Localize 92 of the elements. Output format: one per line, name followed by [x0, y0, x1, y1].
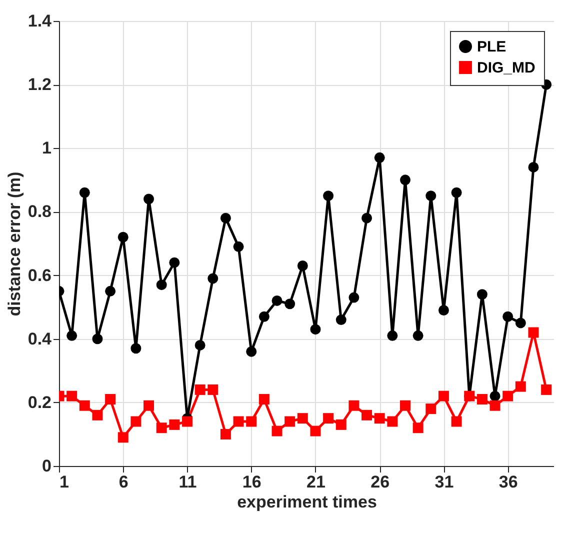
point: [348, 400, 360, 411]
point: [400, 174, 410, 186]
point: [490, 390, 500, 402]
point: [412, 422, 424, 434]
point: [515, 318, 526, 328]
y-tick-label: 1.4: [28, 12, 52, 30]
point: [476, 394, 488, 404]
y-tick-label: 0.4: [28, 329, 52, 348]
point: [272, 295, 282, 306]
y-tick-label: 1.2: [28, 75, 52, 94]
point: [258, 311, 270, 322]
point: [362, 212, 372, 224]
x-tick-label: 16: [242, 472, 262, 492]
point: [272, 426, 282, 436]
point: [336, 314, 346, 326]
point: [130, 416, 142, 427]
point: [105, 286, 116, 296]
point: [233, 416, 244, 427]
point: [310, 324, 321, 335]
point: [156, 422, 167, 434]
x-tick-label: 21: [306, 472, 326, 492]
y-tick-label: 0.6: [28, 266, 52, 285]
point: [515, 381, 526, 392]
point: [194, 340, 206, 350]
point: [297, 413, 308, 424]
point: [220, 428, 231, 440]
legend-label: PLE: [477, 38, 506, 56]
x-tick-label: 36: [498, 472, 518, 492]
point: [362, 410, 372, 420]
point: [208, 273, 218, 284]
point: [310, 426, 321, 436]
point: [246, 346, 257, 357]
point: [426, 190, 436, 202]
point: [92, 410, 103, 420]
point: [79, 187, 90, 198]
x-axis-title: experiment times: [237, 492, 377, 512]
point: [258, 394, 270, 404]
x-tick-label: 31: [434, 472, 454, 492]
point: [284, 416, 296, 427]
point: [284, 298, 296, 310]
x-tick-label: 26: [370, 472, 390, 492]
point: [144, 194, 154, 204]
point: [502, 311, 514, 322]
point: [412, 330, 424, 341]
point: [156, 280, 167, 290]
point: [426, 404, 436, 414]
point: [400, 400, 410, 411]
point: [490, 400, 500, 411]
x-tick-label: 11: [178, 472, 197, 492]
point: [297, 260, 308, 271]
point: [208, 384, 218, 395]
point: [541, 384, 552, 395]
point: [438, 305, 449, 316]
point: [451, 416, 462, 427]
point: [105, 394, 116, 404]
y-tick-label: 0: [42, 456, 52, 476]
point: [528, 327, 539, 338]
point: [194, 384, 206, 395]
y-axis-title: distance error (m): [4, 172, 24, 316]
point: [438, 390, 449, 402]
point: [374, 413, 385, 424]
point: [144, 400, 154, 411]
point: [451, 187, 462, 198]
y-tick-label: 0.8: [28, 202, 52, 222]
point: [528, 162, 539, 172]
y-tick-label: 0.2: [28, 392, 52, 412]
point: [323, 413, 334, 424]
point: [169, 419, 180, 430]
point: [118, 432, 128, 443]
point: [66, 330, 78, 341]
point: [476, 289, 488, 300]
y-tick-label: 1: [42, 138, 52, 158]
point: [374, 152, 385, 163]
point: [66, 390, 78, 402]
point: [220, 212, 231, 224]
point: [92, 334, 103, 344]
point: [336, 419, 346, 430]
x-tick-label: 6: [118, 472, 128, 492]
x-tick-label: 1: [60, 472, 69, 492]
point: [246, 416, 257, 427]
point: [182, 416, 192, 427]
point: [169, 257, 180, 268]
point: [387, 416, 398, 427]
point: [348, 292, 360, 303]
point: [502, 390, 514, 402]
legend-label: DIG_MD: [477, 60, 536, 76]
point: [387, 330, 398, 341]
point: [130, 343, 142, 354]
point: [323, 190, 334, 202]
point: [233, 241, 244, 252]
point: [79, 400, 90, 411]
point: [118, 232, 128, 242]
